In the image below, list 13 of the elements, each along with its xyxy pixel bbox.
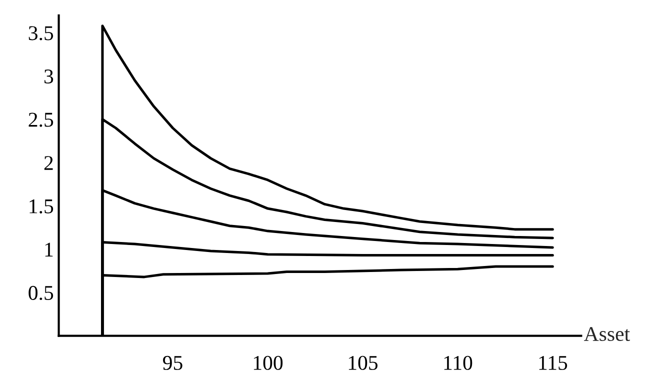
y-tick-label: 0.5	[28, 286, 54, 300]
y-tick-label: 3.5	[28, 26, 54, 40]
x-axis-title: Asset	[584, 327, 630, 342]
y-tick-label: 1	[45, 242, 53, 256]
y-tick-label: 2.5	[28, 112, 54, 127]
x-tick-label: 115	[539, 356, 568, 370]
y-tick-label: 1.5	[30, 199, 54, 214]
y-tick-label: 2	[44, 156, 53, 170]
x-tick-label: 110	[444, 356, 472, 370]
x-tick-label: 105	[348, 356, 378, 370]
x-tick-label: 100	[254, 356, 283, 370]
y-tick-label: 3	[44, 69, 54, 84]
x-tick-label: 95	[163, 356, 182, 370]
